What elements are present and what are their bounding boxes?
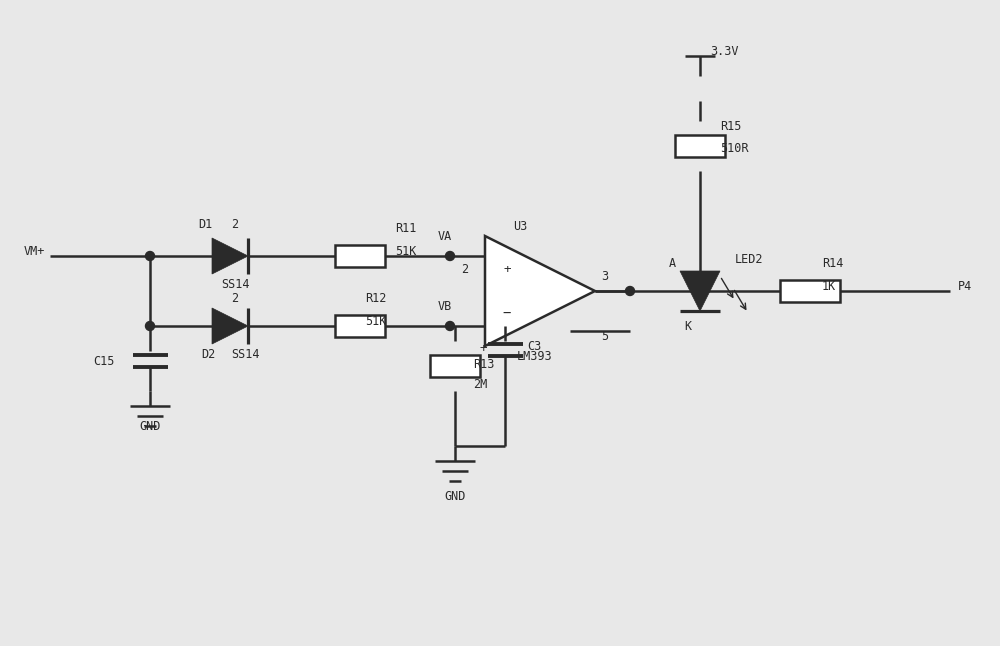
Text: 2: 2 [231,218,239,231]
Text: 5: 5 [601,329,609,342]
Text: R14: R14 [822,256,843,269]
Bar [335,245,385,267]
Text: D2: D2 [201,348,215,360]
Text: VA: VA [438,229,452,242]
Text: VB: VB [438,300,452,313]
Circle shape [446,251,455,260]
Text: U3: U3 [513,220,527,233]
Text: SS14: SS14 [231,348,259,360]
Bar [780,280,840,302]
Polygon shape [212,308,248,344]
Polygon shape [212,238,248,274]
Circle shape [146,251,155,260]
Text: LM393: LM393 [517,349,553,362]
Text: R12: R12 [365,291,386,304]
Text: K: K [684,320,692,333]
Circle shape [626,286,635,295]
Polygon shape [485,236,595,346]
Text: A: A [668,256,676,269]
Text: GND: GND [444,490,466,503]
Text: R13: R13 [473,357,494,371]
Polygon shape [680,271,720,311]
Text: 3.3V: 3.3V [710,45,738,57]
Text: R11: R11 [395,222,416,234]
Circle shape [446,322,455,331]
Text: +: + [479,342,487,355]
Text: −: − [503,306,511,320]
Text: +: + [503,262,511,275]
Text: R15: R15 [720,120,741,132]
Text: P4: P4 [958,280,972,293]
Circle shape [696,286,704,295]
Text: 510R: 510R [720,141,748,154]
Text: 2: 2 [461,262,469,275]
Text: 2M: 2M [473,377,487,390]
Text: 3: 3 [601,269,609,282]
Text: SS14: SS14 [221,278,249,291]
Text: VM+: VM+ [24,244,45,258]
Bar [675,135,725,157]
Bar [335,315,385,337]
Text: D1: D1 [198,218,212,231]
Text: GND: GND [139,419,161,433]
Text: LED2: LED2 [735,253,764,266]
Text: 2: 2 [231,291,239,304]
Text: C15: C15 [94,355,115,368]
Text: 51K: 51K [365,315,386,328]
Text: 51K: 51K [395,244,416,258]
Circle shape [146,322,155,331]
Text: 1K: 1K [822,280,836,293]
Bar [430,355,480,377]
Text: C3: C3 [527,340,541,353]
